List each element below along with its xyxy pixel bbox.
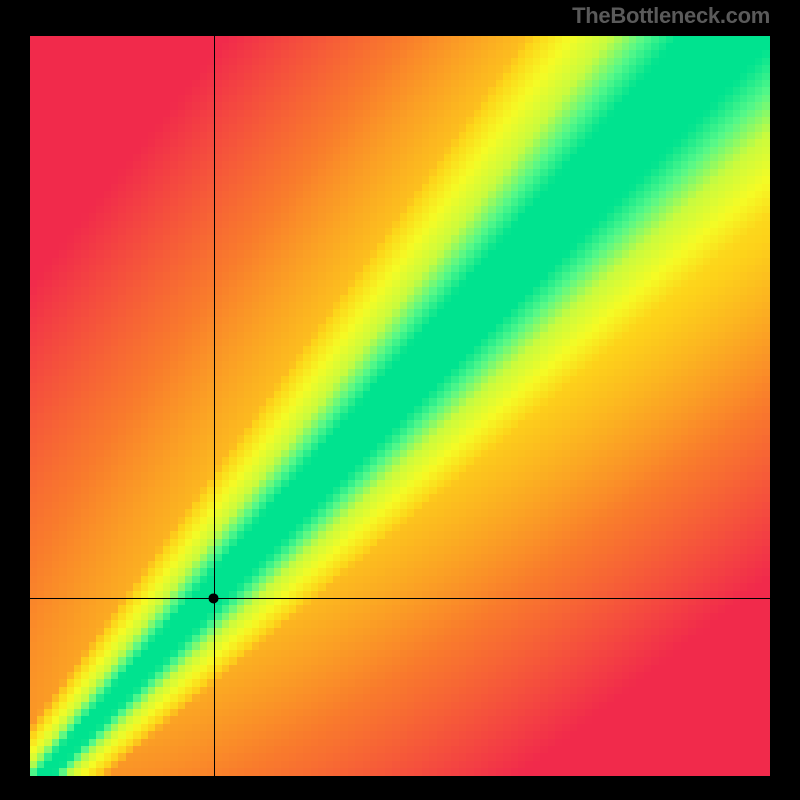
chart-container: { "attribution": "TheBottleneck.com", "c…: [0, 0, 800, 800]
heatmap-canvas: [30, 36, 770, 776]
attribution-label: TheBottleneck.com: [572, 3, 770, 29]
bottleneck-heatmap: [30, 36, 770, 776]
